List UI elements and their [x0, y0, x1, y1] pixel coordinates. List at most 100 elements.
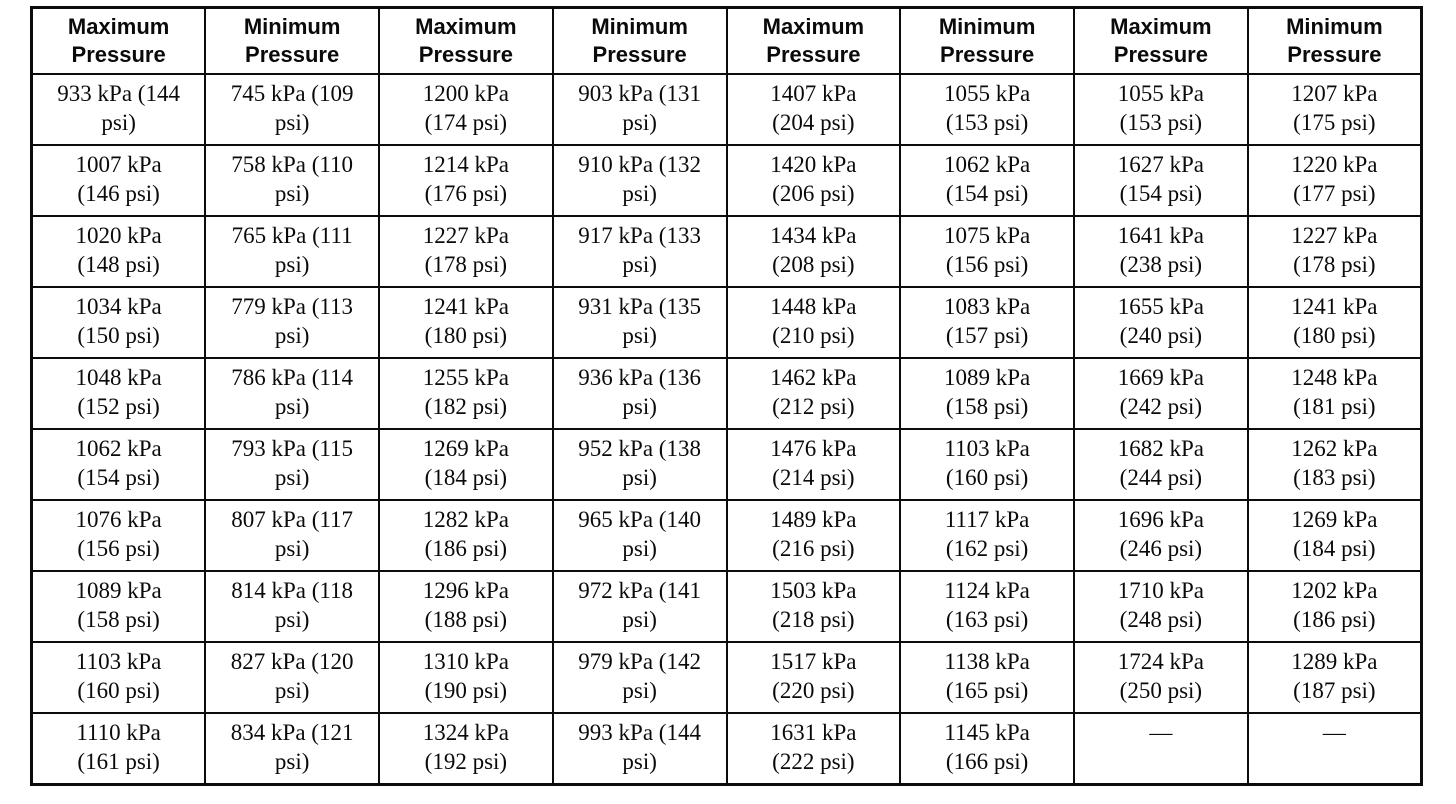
table-cell: 807 kPa (117 psi) [204, 499, 380, 572]
table-cell: — [1246, 712, 1423, 786]
column-header-min-4: Minimum Pressure [1246, 6, 1423, 75]
table-cell: 1724 kPa (250 psi) [1073, 641, 1249, 714]
table-row: 1007 kPa (146 psi) 758 kPa (110 psi) 121… [30, 144, 1423, 217]
table-cell: 1269 kPa (184 psi) [1246, 499, 1423, 572]
table-cell: 1034 kPa (150 psi) [30, 286, 207, 359]
table-cell: 1269 kPa (184 psi) [378, 428, 554, 501]
table-cell: 765 kPa (111 psi) [204, 215, 380, 288]
table-cell: 1089 kPa (158 psi) [30, 570, 207, 643]
header-row: Maximum Pressure Minimum Pressure Maximu… [30, 6, 1423, 75]
column-header-min-1: Minimum Pressure [204, 6, 380, 75]
table-cell: — [1073, 712, 1249, 786]
table-cell: 793 kPa (115 psi) [204, 428, 380, 501]
table-row: 1076 kPa (156 psi) 807 kPa (117 psi) 128… [30, 499, 1423, 572]
table-cell: 1241 kPa (180 psi) [1246, 286, 1423, 359]
table-cell: 1262 kPa (183 psi) [1246, 428, 1423, 501]
table-cell: 1227 kPa (178 psi) [378, 215, 554, 288]
table-row: 1048 kPa (152 psi) 786 kPa (114 psi) 125… [30, 357, 1423, 430]
table-cell: 931 kPa (135 psi) [551, 286, 728, 359]
table-cell: 993 kPa (144 psi) [551, 712, 728, 786]
table-cell: 1075 kPa (156 psi) [899, 215, 1075, 288]
table-row: 1020 kPa (148 psi) 765 kPa (111 psi) 122… [30, 215, 1423, 288]
column-header-max-2: Maximum Pressure [378, 6, 554, 75]
table-cell: 814 kPa (118 psi) [204, 570, 380, 643]
table-cell: 979 kPa (142 psi) [551, 641, 728, 714]
table-cell: 1007 kPa (146 psi) [30, 144, 207, 217]
table-row: 1103 kPa (160 psi) 827 kPa (120 psi) 131… [30, 641, 1423, 714]
table-cell: 1055 kPa (153 psi) [1073, 73, 1249, 146]
column-header-min-2: Minimum Pressure [551, 6, 728, 75]
table-cell: 1138 kPa (165 psi) [899, 641, 1075, 714]
table-cell: 1255 kPa (182 psi) [378, 357, 554, 430]
column-header-min-3: Minimum Pressure [899, 6, 1075, 75]
table-cell: 936 kPa (136 psi) [551, 357, 728, 430]
table-cell: 933 kPa (144 psi) [30, 73, 207, 146]
table-cell: 1282 kPa (186 psi) [378, 499, 554, 572]
table-cell: 1448 kPa (210 psi) [725, 286, 902, 359]
table-cell: 1055 kPa (153 psi) [899, 73, 1075, 146]
table-cell: 1517 kPa (220 psi) [725, 641, 902, 714]
table-row: 1110 kPa (161 psi) 834 kPa (121 psi) 132… [30, 712, 1423, 786]
column-header-max-3: Maximum Pressure [725, 6, 902, 75]
table-row: 1034 kPa (150 psi) 779 kPa (113 psi) 124… [30, 286, 1423, 359]
table-cell: 1124 kPa (163 psi) [899, 570, 1075, 643]
table-cell: 1655 kPa (240 psi) [1073, 286, 1249, 359]
table-cell: 1214 kPa (176 psi) [378, 144, 554, 217]
table-cell: 1220 kPa (177 psi) [1246, 144, 1423, 217]
table-cell: 827 kPa (120 psi) [204, 641, 380, 714]
pressure-table: Maximum Pressure Minimum Pressure Maximu… [30, 6, 1423, 786]
table-cell: 1324 kPa (192 psi) [378, 712, 554, 786]
table-cell: 779 kPa (113 psi) [204, 286, 380, 359]
table-cell: 917 kPa (133 psi) [551, 215, 728, 288]
table-cell: 1207 kPa (175 psi) [1246, 73, 1423, 146]
table-cell: 1420 kPa (206 psi) [725, 144, 902, 217]
table-cell: 952 kPa (138 psi) [551, 428, 728, 501]
column-header-max-1: Maximum Pressure [30, 6, 207, 75]
table-cell: 786 kPa (114 psi) [204, 357, 380, 430]
table-cell: 758 kPa (110 psi) [204, 144, 380, 217]
table-cell: 1062 kPa (154 psi) [899, 144, 1075, 217]
table-cell: 1641 kPa (238 psi) [1073, 215, 1249, 288]
table-cell: 1241 kPa (180 psi) [378, 286, 554, 359]
table-cell: 1310 kPa (190 psi) [378, 641, 554, 714]
table-cell: 1489 kPa (216 psi) [725, 499, 902, 572]
table-cell: 1696 kPa (246 psi) [1073, 499, 1249, 572]
table-cell: 1434 kPa (208 psi) [725, 215, 902, 288]
table-cell: 1248 kPa (181 psi) [1246, 357, 1423, 430]
table-cell: 1083 kPa (157 psi) [899, 286, 1075, 359]
table-cell: 1200 kPa (174 psi) [378, 73, 554, 146]
table-row: 933 kPa (144 psi) 745 kPa (109 psi) 1200… [30, 73, 1423, 146]
table-cell: 1145 kPa (166 psi) [899, 712, 1075, 786]
table-cell: 1202 kPa (186 psi) [1246, 570, 1423, 643]
table-cell: 903 kPa (131 psi) [551, 73, 728, 146]
table-cell: 1631 kPa (222 psi) [725, 712, 902, 786]
table-cell: 1462 kPa (212 psi) [725, 357, 902, 430]
table-cell: 1710 kPa (248 psi) [1073, 570, 1249, 643]
table-cell: 1476 kPa (214 psi) [725, 428, 902, 501]
table-cell: 1669 kPa (242 psi) [1073, 357, 1249, 430]
table-cell: 972 kPa (141 psi) [551, 570, 728, 643]
table-cell: 834 kPa (121 psi) [204, 712, 380, 786]
table-row: 1089 kPa (158 psi) 814 kPa (118 psi) 129… [30, 570, 1423, 643]
table-cell: 1110 kPa (161 psi) [30, 712, 207, 786]
table-cell: 965 kPa (140 psi) [551, 499, 728, 572]
table-cell: 1227 kPa (178 psi) [1246, 215, 1423, 288]
table-cell: 1020 kPa (148 psi) [30, 215, 207, 288]
column-header-max-4: Maximum Pressure [1073, 6, 1249, 75]
table-row: 1062 kPa (154 psi) 793 kPa (115 psi) 126… [30, 428, 1423, 501]
table-cell: 1503 kPa (218 psi) [725, 570, 902, 643]
table-cell: 1103 kPa (160 psi) [899, 428, 1075, 501]
table-cell: 1296 kPa (188 psi) [378, 570, 554, 643]
table-cell: 1627 kPa (154 psi) [1073, 144, 1249, 217]
table-cell: 745 kPa (109 psi) [204, 73, 380, 146]
table-cell: 1289 kPa (187 psi) [1246, 641, 1423, 714]
table-cell: 1682 kPa (244 psi) [1073, 428, 1249, 501]
table-cell: 1076 kPa (156 psi) [30, 499, 207, 572]
table-cell: 1407 kPa (204 psi) [725, 73, 902, 146]
table-cell: 910 kPa (132 psi) [551, 144, 728, 217]
table-cell: 1103 kPa (160 psi) [30, 641, 207, 714]
table-cell: 1089 kPa (158 psi) [899, 357, 1075, 430]
table-cell: 1117 kPa (162 psi) [899, 499, 1075, 572]
table-cell: 1048 kPa (152 psi) [30, 357, 207, 430]
